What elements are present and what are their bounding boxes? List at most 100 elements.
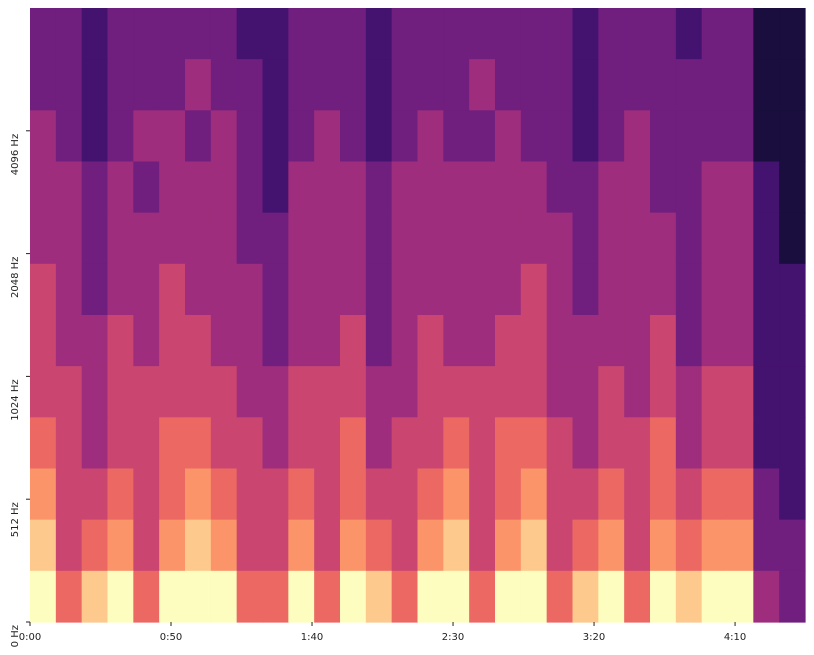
spectrogram-cell xyxy=(159,8,186,60)
spectrogram-cell xyxy=(262,315,289,367)
spectrogram-cell xyxy=(520,110,548,163)
spectrogram-cell xyxy=(495,8,522,60)
spectrogram-cell xyxy=(81,263,109,316)
spectrogram-cell xyxy=(753,570,780,623)
spectrogram-cell xyxy=(495,212,522,265)
spectrogram-cell xyxy=(469,212,496,265)
spectrogram-cell xyxy=(236,212,264,265)
spectrogram-cell xyxy=(546,59,574,111)
spectrogram-cell xyxy=(572,8,599,60)
spectrogram-cell xyxy=(210,468,238,521)
spectrogram-cell xyxy=(598,570,625,623)
spectrogram-cell xyxy=(365,570,393,623)
spectrogram-cell xyxy=(262,263,289,316)
spectrogram-cell xyxy=(133,570,160,623)
x-tick-label: 0:00 xyxy=(19,632,41,643)
spectrogram-cell xyxy=(572,110,599,163)
spectrogram-cell xyxy=(314,110,341,163)
spectrogram-cell xyxy=(365,417,393,470)
spectrogram-cell xyxy=(391,366,419,418)
spectrogram-cell xyxy=(546,212,574,265)
spectrogram-cell xyxy=(469,8,496,60)
spectrogram-cell xyxy=(55,263,83,316)
spectrogram-cell xyxy=(288,366,315,418)
spectrogram-cell xyxy=(495,161,522,214)
spectrogram-cell xyxy=(495,570,522,623)
spectrogram-cell xyxy=(30,110,57,163)
x-tick-label: 1:40 xyxy=(301,632,323,643)
spectrogram-cell xyxy=(443,59,470,111)
spectrogram-cell xyxy=(133,417,160,470)
spectrogram-cell xyxy=(314,315,341,367)
spectrogram-cell xyxy=(417,366,444,418)
spectrogram-cell xyxy=(753,110,780,163)
spectrogram-cell xyxy=(81,161,109,214)
spectrogram-cell xyxy=(365,59,393,111)
spectrogram-cell xyxy=(391,570,419,623)
spectrogram-cell xyxy=(81,468,109,521)
spectrogram-cell xyxy=(210,366,238,418)
spectrogram-cell xyxy=(701,110,729,163)
spectrogram-cell xyxy=(262,519,289,572)
spectrogram-cell xyxy=(365,110,393,163)
spectrogram-cell xyxy=(624,161,651,214)
spectrogram-cell xyxy=(727,468,754,521)
spectrogram-cell xyxy=(572,263,599,316)
spectrogram-cell xyxy=(572,366,599,418)
spectrogram-cell xyxy=(417,212,444,265)
spectrogram-cell xyxy=(701,263,729,316)
spectrogram-cell xyxy=(779,263,806,316)
spectrogram-cell xyxy=(572,212,599,265)
spectrogram-cell xyxy=(417,8,444,60)
spectrogram-cell xyxy=(624,366,651,418)
spectrogram-cell xyxy=(546,519,574,572)
y-tick-label: 1024 Hz xyxy=(10,379,21,420)
spectrogram-cell xyxy=(314,212,341,265)
spectrogram-cell xyxy=(107,468,134,521)
spectrogram-cell xyxy=(779,161,806,214)
spectrogram-cell xyxy=(210,417,238,470)
spectrogram-cell xyxy=(236,417,264,470)
spectrogram-cell xyxy=(598,161,625,214)
spectrogram-cell xyxy=(340,110,367,163)
spectrogram-cell xyxy=(779,212,806,265)
spectrogram-cell xyxy=(55,519,83,572)
spectrogram-cell xyxy=(340,519,367,572)
spectrogram-cell xyxy=(314,468,341,521)
spectrogram-cell xyxy=(650,570,677,623)
spectrogram-cell xyxy=(30,8,57,60)
spectrogram-cell xyxy=(107,110,134,163)
spectrogram-cell xyxy=(546,468,574,521)
spectrogram-cell xyxy=(727,315,754,367)
spectrogram-cell xyxy=(236,161,264,214)
spectrogram-cell xyxy=(391,315,419,367)
spectrogram-cell xyxy=(727,366,754,418)
spectrogram-cell xyxy=(650,315,677,367)
spectrogram-cell xyxy=(55,212,83,265)
spectrogram-cell xyxy=(30,59,57,111)
spectrogram-cell xyxy=(727,570,754,623)
spectrogram-cell xyxy=(340,315,367,367)
spectrogram-cell xyxy=(675,468,703,521)
spectrogram-cell xyxy=(753,212,780,265)
spectrogram-cell xyxy=(340,263,367,316)
spectrogram-cell xyxy=(185,570,212,623)
spectrogram-cell xyxy=(314,519,341,572)
spectrogram-cell xyxy=(107,519,134,572)
x-tick-label: 3:20 xyxy=(583,632,605,643)
x-tick-label: 2:30 xyxy=(442,632,464,643)
y-tick-label: 4096 Hz xyxy=(10,134,21,175)
spectrogram-cell xyxy=(81,570,109,623)
spectrogram-cell xyxy=(81,8,109,60)
spectrogram-cell xyxy=(340,570,367,623)
spectrogram-cell xyxy=(365,366,393,418)
spectrogram-cell xyxy=(314,570,341,623)
spectrogram-cell xyxy=(779,59,806,111)
spectrogram-cell xyxy=(469,366,496,418)
spectrogram-cell xyxy=(288,263,315,316)
spectrogram-cell xyxy=(236,263,264,316)
spectrogram-cell xyxy=(520,59,548,111)
spectrogram-cell xyxy=(185,263,212,316)
spectrogram-cell xyxy=(236,8,264,60)
spectrogram-cell xyxy=(753,263,780,316)
